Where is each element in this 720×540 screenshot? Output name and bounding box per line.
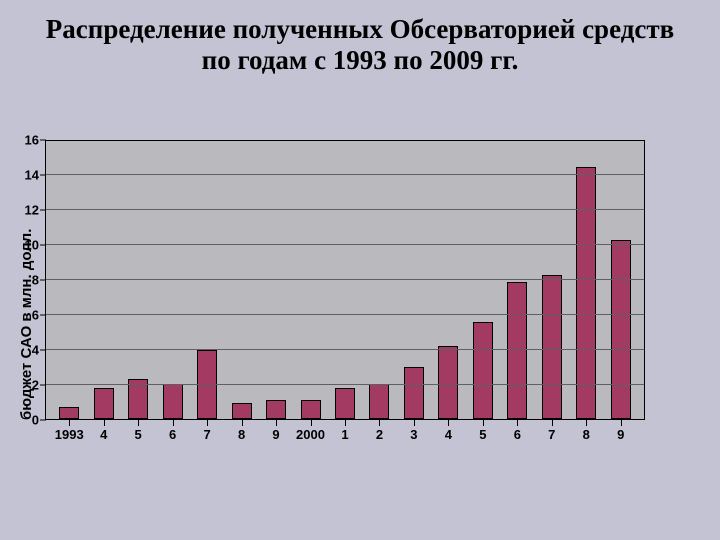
x-tick-label: 8 bbox=[569, 427, 603, 442]
bar bbox=[611, 240, 631, 419]
bar-slot bbox=[259, 141, 293, 419]
x-tick-label: 4 bbox=[431, 427, 465, 442]
bar bbox=[335, 388, 355, 419]
grid-line bbox=[46, 349, 644, 350]
x-tick-label: 4 bbox=[86, 427, 120, 442]
grid-line bbox=[46, 384, 644, 385]
chart-container: 0246810121416 19934567892000123456789 bbox=[45, 140, 675, 420]
bar-slot bbox=[86, 141, 120, 419]
bar bbox=[473, 322, 493, 419]
y-tick-label: 16 bbox=[25, 133, 39, 148]
bars-container bbox=[46, 141, 644, 419]
x-ticks: 19934567892000123456789 bbox=[46, 419, 644, 442]
y-tick-label: 0 bbox=[32, 413, 39, 428]
bar bbox=[232, 403, 252, 419]
bar bbox=[576, 167, 596, 419]
y-tick-label: 12 bbox=[25, 203, 39, 218]
bar-slot bbox=[155, 141, 189, 419]
bar bbox=[542, 275, 562, 419]
bar-slot bbox=[431, 141, 465, 419]
x-tick-label: 6 bbox=[155, 427, 189, 442]
grid-line bbox=[46, 314, 644, 315]
bar-slot bbox=[397, 141, 431, 419]
x-tick-label: 1 bbox=[328, 427, 362, 442]
y-tick-label: 10 bbox=[25, 238, 39, 253]
bar-slot bbox=[466, 141, 500, 419]
chart-plot-outer: 0246810121416 19934567892000123456789 bbox=[45, 140, 645, 420]
bar bbox=[163, 384, 183, 419]
grid-line bbox=[46, 244, 644, 245]
slide-title: Распределение полученных Обсерваторией с… bbox=[0, 0, 720, 76]
bar bbox=[266, 400, 286, 419]
bar-slot bbox=[328, 141, 362, 419]
bar-slot bbox=[52, 141, 86, 419]
x-tick-label: 6 bbox=[500, 427, 534, 442]
bar-slot bbox=[362, 141, 396, 419]
x-tick-label: 7 bbox=[535, 427, 569, 442]
bar-slot bbox=[500, 141, 534, 419]
bar-slot bbox=[190, 141, 224, 419]
x-tick-label: 8 bbox=[224, 427, 258, 442]
x-tick-label: 5 bbox=[466, 427, 500, 442]
y-tick-label: 4 bbox=[32, 343, 39, 358]
bar-slot bbox=[224, 141, 258, 419]
bar bbox=[128, 379, 148, 419]
bar-slot bbox=[121, 141, 155, 419]
bar-slot bbox=[604, 141, 638, 419]
y-tick-label: 2 bbox=[32, 378, 39, 393]
bar-slot bbox=[569, 141, 603, 419]
grid-line bbox=[46, 174, 644, 175]
bar bbox=[94, 388, 114, 419]
x-tick-label: 3 bbox=[397, 427, 431, 442]
bar bbox=[404, 367, 424, 419]
bar bbox=[59, 407, 79, 419]
slide: Распределение полученных Обсерваторией с… bbox=[0, 0, 720, 540]
x-tick-label: 9 bbox=[604, 427, 638, 442]
y-tick-label: 6 bbox=[32, 308, 39, 323]
bar bbox=[507, 282, 527, 419]
x-tick-label: 1993 bbox=[52, 427, 86, 442]
bar bbox=[301, 400, 321, 419]
chart-plot-area: 19934567892000123456789 bbox=[45, 140, 645, 420]
bar-slot bbox=[293, 141, 327, 419]
y-tick-label: 8 bbox=[32, 273, 39, 288]
x-tick-label: 5 bbox=[121, 427, 155, 442]
x-tick-label: 7 bbox=[190, 427, 224, 442]
bar bbox=[369, 384, 389, 419]
bar-slot bbox=[535, 141, 569, 419]
x-tick-label: 2 bbox=[362, 427, 396, 442]
x-tick-label: 2000 bbox=[293, 427, 327, 442]
grid-line bbox=[46, 279, 644, 280]
grid-line bbox=[46, 209, 644, 210]
x-tick-label: 9 bbox=[259, 427, 293, 442]
y-tick-label: 14 bbox=[25, 168, 39, 183]
